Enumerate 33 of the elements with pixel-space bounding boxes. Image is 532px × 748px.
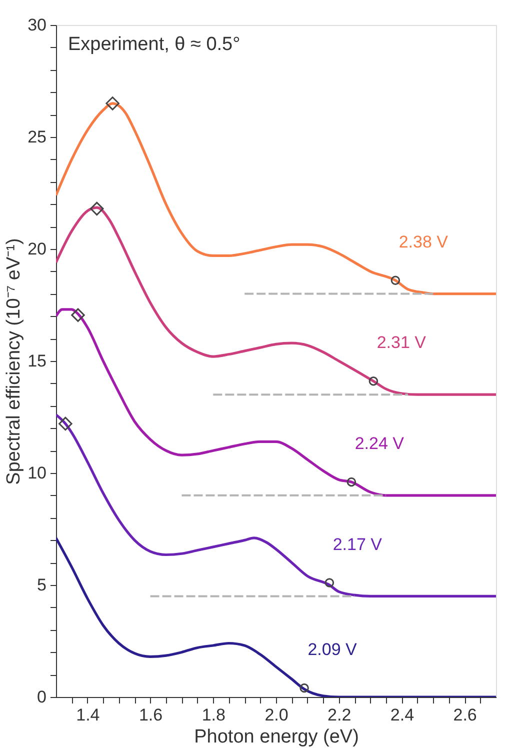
point — [106, 96, 120, 110]
x-tick-label: 2.0 — [264, 706, 288, 724]
point — [390, 276, 400, 285]
point — [324, 578, 334, 588]
series-label: 2.38 V — [398, 232, 449, 252]
y-tick-label: 15 — [28, 352, 46, 370]
series-label: 2.17 V — [332, 534, 383, 554]
x-tick-label: 1.4 — [76, 706, 100, 724]
y-tick-label: 0 — [37, 688, 46, 706]
y-tick-label: 25 — [28, 128, 46, 146]
x-tick-label: 1.6 — [138, 706, 163, 724]
y-tick-label: 30 — [28, 16, 46, 34]
x-axis-title: Photon energy (eV) — [194, 726, 359, 748]
point — [368, 376, 378, 386]
y-axis-title: Spectral efficiency (10⁻⁷ eV⁻¹) — [4, 238, 25, 485]
x-tick-label: 2.6 — [453, 706, 477, 724]
series-label: 2.09 V — [308, 640, 358, 660]
annotation: Experiment, θ ≈ 0.5° — [68, 34, 240, 55]
line-series — [56, 413, 496, 598]
point — [346, 477, 356, 487]
series-label: 2.31 V — [376, 333, 427, 352]
x-tick-label: 2.2 — [328, 706, 352, 724]
y-tick-label: 10 — [28, 464, 46, 482]
point — [300, 683, 309, 693]
line-series — [56, 308, 496, 497]
point — [71, 308, 85, 322]
x-tick-label: 1.8 — [202, 706, 226, 724]
y-tick-label: 20 — [28, 240, 46, 258]
y-tick-label: 5 — [37, 576, 46, 594]
x-tick-label: 2.4 — [390, 706, 414, 724]
series-label: 2.24 V — [354, 434, 405, 453]
point — [90, 202, 104, 216]
point — [58, 416, 72, 431]
